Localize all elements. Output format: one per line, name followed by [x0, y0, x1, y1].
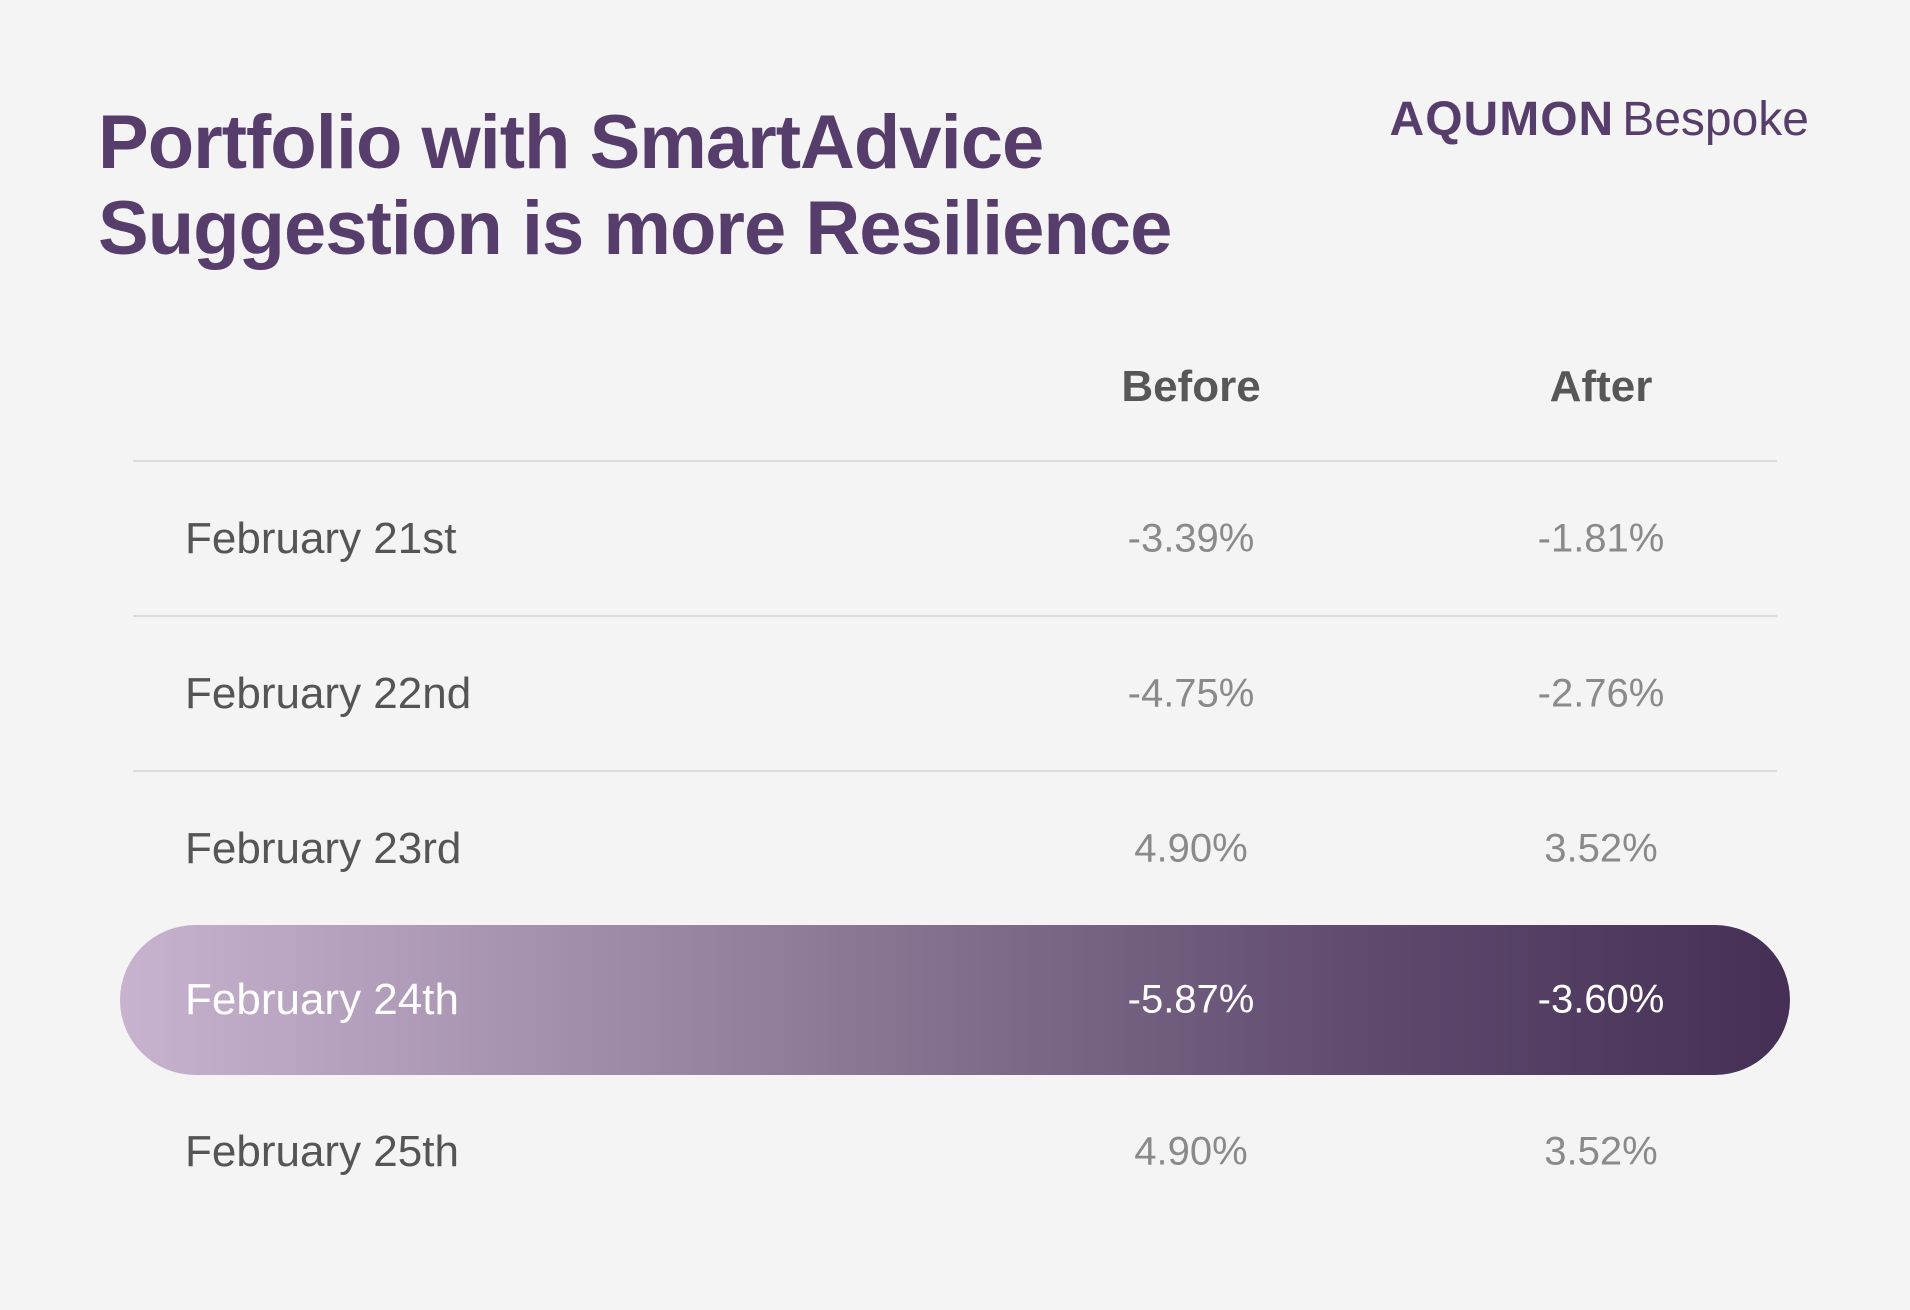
- after-value: -2.76%: [1537, 671, 1665, 715]
- brand-name-light: Bespoke: [1622, 93, 1809, 146]
- table-row: February 21st -3.39% -1.81%: [133, 462, 1777, 615]
- title-line-1: Portfolio with SmartAdvice: [98, 100, 1044, 185]
- table-row: February 25th 4.90% 3.52%: [133, 1075, 1777, 1228]
- page-title: Portfolio with SmartAdvice Suggestion is…: [98, 100, 1298, 272]
- before-value: -4.75%: [1127, 671, 1255, 715]
- table-row: February 23rd 4.90% 3.52%: [133, 772, 1777, 925]
- row-label: February 23rd: [185, 823, 462, 873]
- before-value: 4.90%: [1134, 1129, 1248, 1173]
- table-divider: [133, 615, 1777, 617]
- before-value: -3.39%: [1127, 516, 1255, 560]
- row-label: February 24th: [185, 975, 459, 1024]
- table-header: Before After: [133, 340, 1777, 460]
- after-value: -3.60%: [1537, 977, 1665, 1022]
- table-divider: [133, 770, 1777, 772]
- table-row-highlighted: February 24th -5.87% -3.60%: [120, 925, 1790, 1075]
- after-value: 3.52%: [1544, 1129, 1658, 1173]
- title-line-2: Suggestion is more Resilience: [98, 186, 1172, 271]
- column-header-before: Before: [1121, 362, 1261, 411]
- before-value: 4.90%: [1134, 826, 1248, 870]
- brand-logo: AQUMON Bespoke: [1390, 92, 1809, 147]
- row-label: February 22nd: [185, 668, 472, 718]
- row-label: February 25th: [185, 1126, 459, 1176]
- before-value: -5.87%: [1127, 977, 1255, 1022]
- table-divider: [133, 460, 1777, 462]
- brand-name-strong: AQUMON: [1389, 93, 1615, 146]
- after-value: 3.52%: [1544, 826, 1658, 870]
- column-header-after: After: [1549, 362, 1653, 411]
- after-value: -1.81%: [1537, 516, 1665, 560]
- row-label: February 21st: [185, 513, 457, 563]
- highlight-pill: February 24th -5.87% -3.60%: [120, 925, 1790, 1075]
- table-row: February 22nd -4.75% -2.76%: [133, 617, 1777, 770]
- comparison-table: Before After February 21st -3.39% -1.81%…: [120, 340, 1790, 1228]
